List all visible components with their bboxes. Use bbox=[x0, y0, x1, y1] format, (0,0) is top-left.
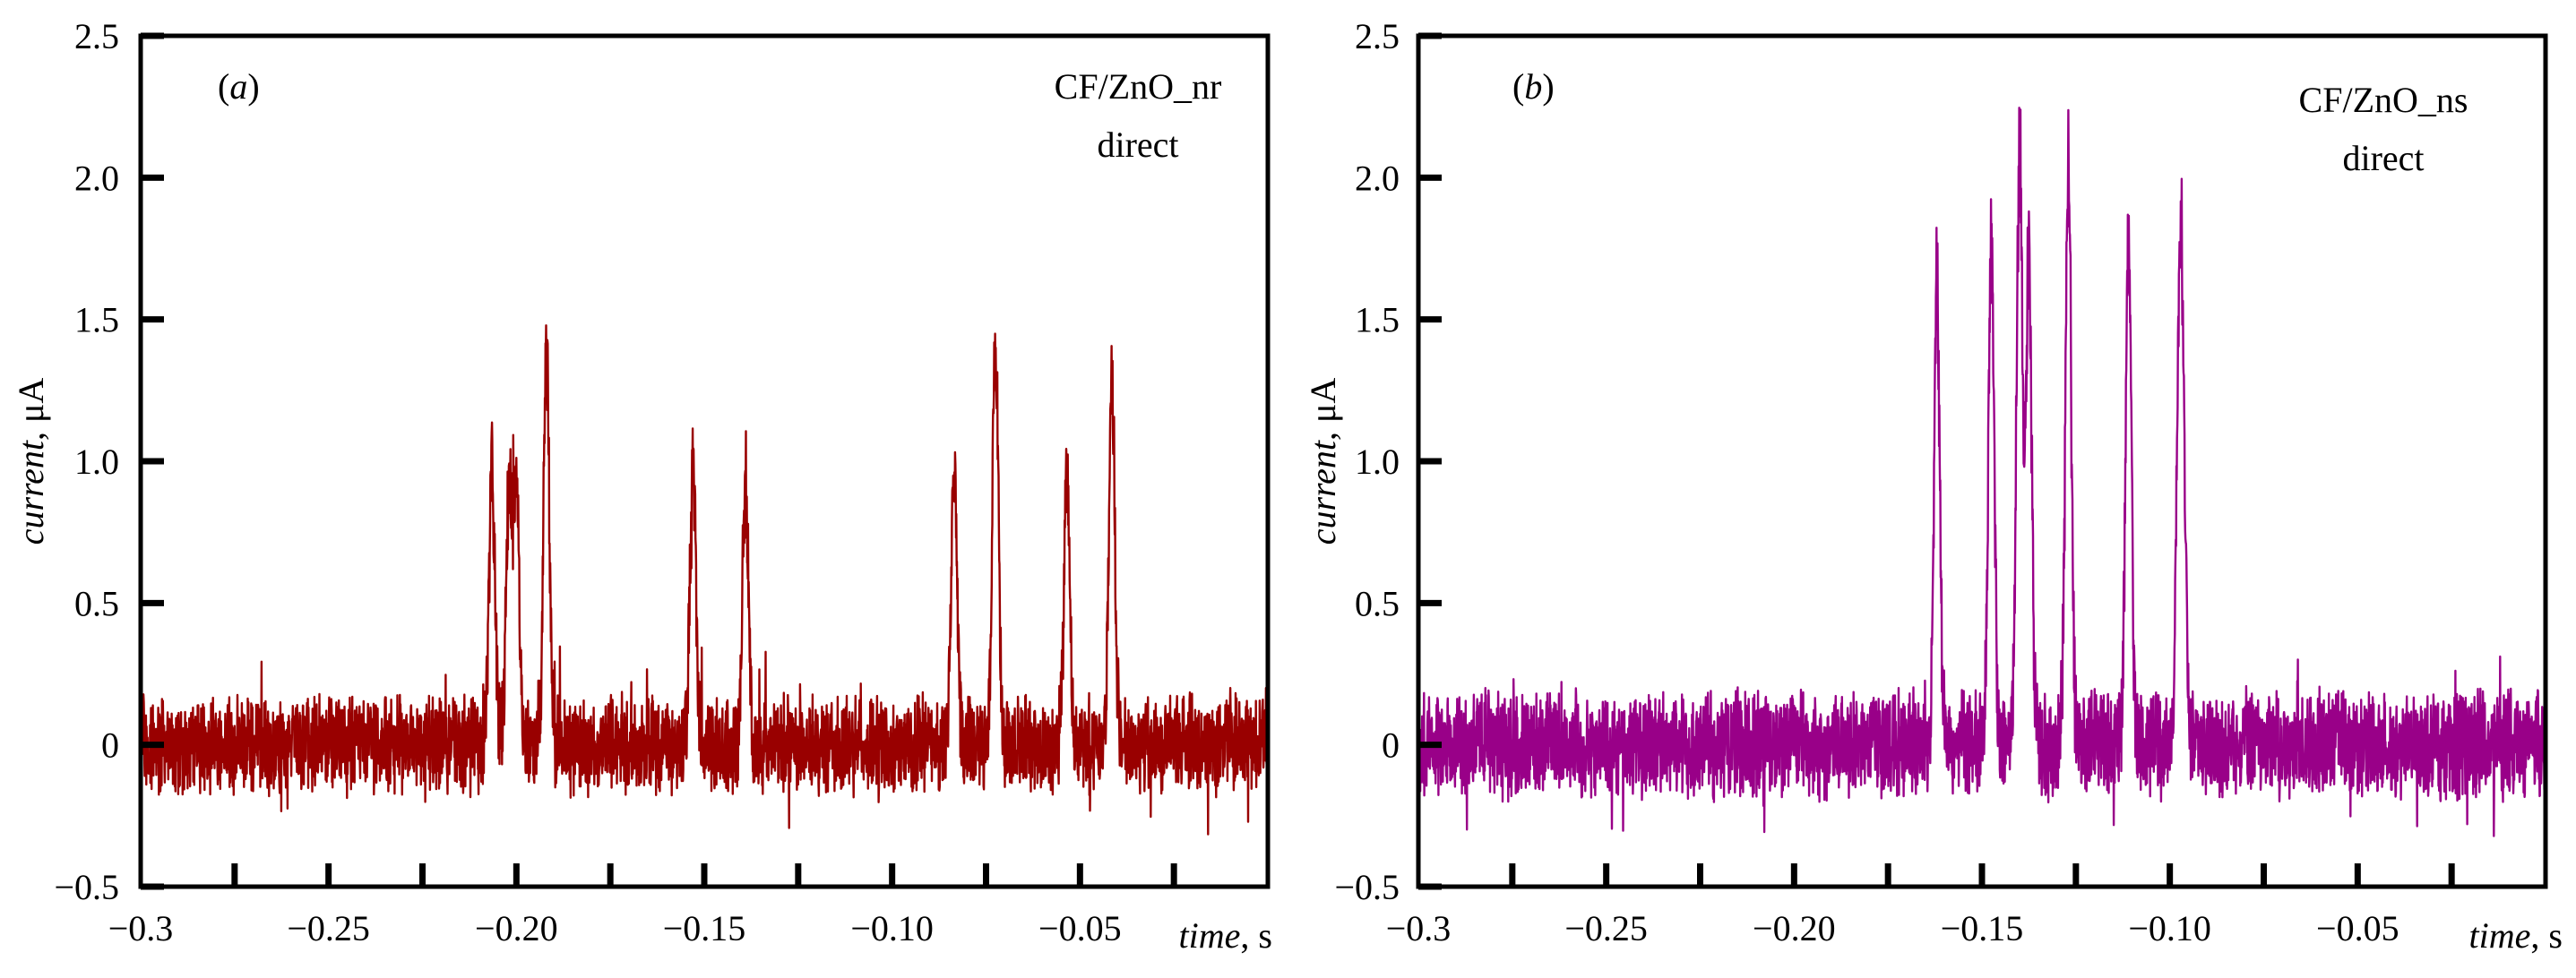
panel-b-ytick-label: 2.5 bbox=[1355, 16, 1400, 56]
panel-b-xlabel-unit: , s bbox=[2530, 915, 2563, 956]
panel-b-xtick-label: −0.05 bbox=[2316, 908, 2399, 948]
panel-b-ticks bbox=[1418, 32, 2455, 890]
panel-a-ylabel: current, μA bbox=[11, 378, 51, 545]
panel-a-xtick-label: −0.20 bbox=[475, 908, 558, 948]
panel-b-ytick-label: 0 bbox=[1382, 725, 1400, 766]
panel-a-xlabel: time, s bbox=[1179, 915, 1272, 956]
panel-b-annotation-line-1: CF/ZnO_ns bbox=[2299, 80, 2468, 120]
panel-b-label-letter: b bbox=[1524, 66, 1542, 107]
panel-b-xtick-label: −0.20 bbox=[1753, 908, 1836, 948]
panel-b-ytick-labels: −0.5 0 0.5 1.0 1.5 2.0 2.5 bbox=[1334, 16, 1400, 907]
panel-a-xlabel-name: time bbox=[1179, 915, 1241, 956]
panel-a-ylabel-name: current bbox=[11, 440, 51, 545]
panel-a-ytick-label: −0.5 bbox=[54, 867, 119, 907]
panel-b-ylabel-name: current bbox=[1303, 440, 1343, 545]
panel-b-ytick-label: 1.5 bbox=[1355, 300, 1400, 340]
panel-b-xtick-label: −0.15 bbox=[1941, 908, 2024, 948]
panel-a-ytick-label: 0 bbox=[101, 725, 119, 766]
panel-a-xtick-labels: −0.3 −0.25 −0.20 −0.15 −0.10 −0.05 bbox=[108, 908, 1122, 948]
panel-a-label-close: ) bbox=[247, 66, 259, 107]
panel-b-xtick-labels: −0.3 −0.25 −0.20 −0.15 −0.10 −0.05 bbox=[1386, 908, 2399, 948]
panel-a-annotation-line-2: direct bbox=[1097, 124, 1178, 165]
panel-b-label-open: ( bbox=[1512, 66, 1524, 107]
panel-b: (b) CF/ZnO_ns direct current, μA time, s… bbox=[1303, 16, 2563, 956]
panel-a-annotation-line-1: CF/ZnO_nr bbox=[1055, 66, 1222, 107]
panel-b-ytick-label: 0.5 bbox=[1355, 583, 1400, 623]
panel-a-ticks bbox=[141, 32, 1177, 890]
panel-b-label-close: ) bbox=[1542, 66, 1554, 107]
panel-b-series bbox=[1417, 107, 2547, 837]
panel-a-ytick-label: 1.5 bbox=[74, 300, 119, 340]
panel-b-signal-line bbox=[1417, 107, 2547, 837]
panel-a-series bbox=[139, 324, 1270, 836]
panel-a-ytick-label: 2.5 bbox=[74, 16, 119, 56]
panel-a-signal-line bbox=[139, 324, 1270, 836]
panel-a-ytick-label: 2.0 bbox=[74, 158, 119, 198]
panel-b-annotation-line-2: direct bbox=[2342, 138, 2424, 178]
panel-a: (a) CF/ZnO_nr direct current, μA time, s… bbox=[11, 16, 1272, 956]
panel-b-ytick-label: 1.0 bbox=[1355, 442, 1400, 482]
panel-a-ytick-labels: −0.5 0 0.5 1.0 1.5 2.0 2.5 bbox=[54, 16, 119, 907]
panel-a-ytick-label: 1.0 bbox=[74, 442, 119, 482]
panel-a-xtick-label: −0.3 bbox=[108, 908, 174, 948]
panel-a-xtick-label: −0.10 bbox=[850, 908, 934, 948]
panel-a-xtick-label: −0.05 bbox=[1038, 908, 1122, 948]
panel-b-ylabel: current, μA bbox=[1303, 378, 1343, 545]
panel-a-ytick-label: 0.5 bbox=[74, 583, 119, 623]
panel-b-xlabel-name: time bbox=[2469, 915, 2531, 956]
panel-b-xtick-label: −0.25 bbox=[1564, 908, 1648, 948]
panel-b-ylabel-unit: , μA bbox=[1303, 378, 1343, 441]
panel-a-xtick-label: −0.15 bbox=[663, 908, 746, 948]
panel-b-xlabel: time, s bbox=[2469, 915, 2563, 956]
panel-b-ytick-label: 2.0 bbox=[1355, 158, 1400, 198]
panel-a-label: (a) bbox=[218, 66, 260, 107]
panel-a-xtick-label: −0.25 bbox=[287, 908, 370, 948]
panel-a-xlabel-unit: , s bbox=[1240, 915, 1272, 956]
panel-b-label: (b) bbox=[1512, 66, 1555, 107]
panel-a-label-letter: a bbox=[229, 66, 247, 107]
panel-b-ytick-label: −0.5 bbox=[1334, 867, 1400, 907]
panel-b-xtick-label: −0.10 bbox=[2128, 908, 2211, 948]
panel-b-xtick-label: −0.3 bbox=[1386, 908, 1452, 948]
panel-a-label-open: ( bbox=[218, 66, 229, 107]
panel-a-ylabel-unit: , μA bbox=[11, 378, 51, 441]
